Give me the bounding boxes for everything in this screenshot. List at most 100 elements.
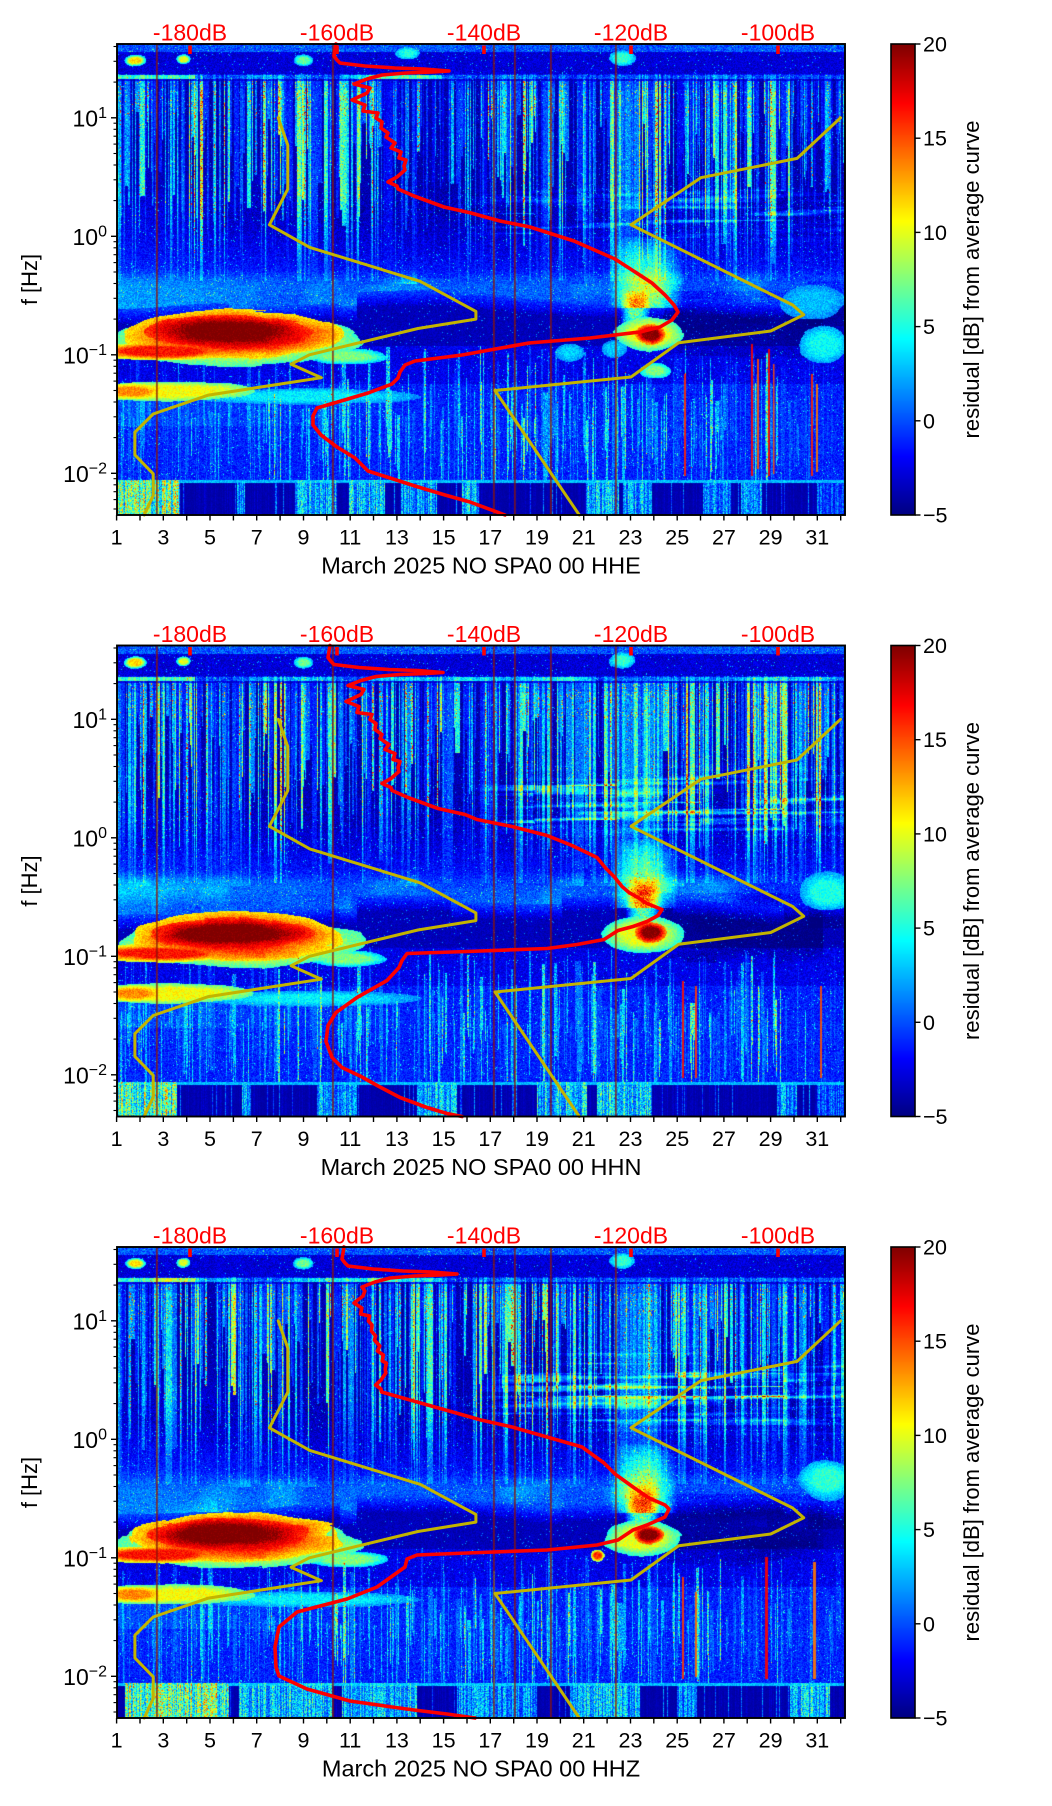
svg-text:f [Hz]: f [Hz] [17,254,42,305]
svg-text:0: 0 [923,409,935,433]
svg-text:29: 29 [759,526,783,550]
svg-text:1: 1 [111,1127,123,1151]
svg-text:0: 0 [923,1011,935,1035]
svg-text:31: 31 [805,1127,829,1151]
svg-text:100: 100 [73,1426,108,1453]
svg-text:-140dB: -140dB [447,1223,521,1249]
svg-text:100: 100 [73,223,108,250]
svg-text:March 2025 NO SPA0 00 HHE: March 2025 NO SPA0 00 HHE [321,553,641,579]
svg-text:10−2: 10−2 [63,1062,107,1089]
svg-text:101: 101 [73,1308,108,1335]
svg-text:f [Hz]: f [Hz] [17,1457,42,1508]
svg-text:-120dB: -120dB [594,621,668,647]
svg-text:21: 21 [572,526,596,550]
svg-text:15: 15 [923,728,947,752]
svg-text:23: 23 [619,1729,643,1753]
svg-text:19: 19 [525,1127,549,1151]
svg-text:7: 7 [251,1127,263,1151]
svg-text:-180dB: -180dB [153,1223,227,1249]
svg-text:23: 23 [619,526,643,550]
svg-text:0: 0 [923,1612,935,1636]
svg-text:100: 100 [73,825,108,852]
svg-text:10−1: 10−1 [63,943,107,970]
svg-text:−5: −5 [923,1707,948,1731]
svg-text:March 2025 NO SPA0 00 HHN: March 2025 NO SPA0 00 HHN [321,1154,642,1180]
svg-text:17: 17 [478,1127,502,1151]
svg-text:-160dB: -160dB [300,1223,374,1249]
svg-text:25: 25 [665,526,689,550]
svg-text:19: 19 [525,1729,549,1753]
svg-text:27: 27 [712,1729,736,1753]
svg-text:13: 13 [385,1127,409,1151]
svg-text:5: 5 [204,1127,216,1151]
svg-text:residual [dB] from average cur: residual [dB] from average curve [959,121,984,439]
svg-text:25: 25 [665,1729,689,1753]
svg-text:20: 20 [923,33,947,57]
svg-text:9: 9 [298,526,310,550]
svg-text:27: 27 [712,526,736,550]
svg-text:10−1: 10−1 [63,342,107,369]
svg-text:f [Hz]: f [Hz] [17,855,42,906]
svg-text:31: 31 [805,526,829,550]
svg-text:residual [dB] from average cur: residual [dB] from average curve [959,722,984,1040]
svg-text:7: 7 [251,1729,263,1753]
svg-text:5: 5 [923,917,935,941]
svg-text:10−2: 10−2 [63,460,107,487]
svg-text:29: 29 [759,1729,783,1753]
svg-text:15: 15 [432,1729,456,1753]
svg-text:1: 1 [111,1729,123,1753]
svg-text:29: 29 [759,1127,783,1151]
svg-text:−5: −5 [923,1105,948,1129]
svg-text:17: 17 [478,1729,502,1753]
svg-text:3: 3 [157,1127,169,1151]
svg-text:15: 15 [923,127,947,151]
svg-text:101: 101 [73,105,108,132]
svg-text:31: 31 [805,1729,829,1753]
svg-text:-180dB: -180dB [153,20,227,46]
svg-text:3: 3 [157,1729,169,1753]
svg-text:-100dB: -100dB [741,621,815,647]
svg-text:21: 21 [572,1127,596,1151]
svg-text:15: 15 [923,1330,947,1354]
svg-text:10−1: 10−1 [63,1545,107,1572]
svg-text:11: 11 [339,1127,361,1151]
svg-text:-180dB: -180dB [153,621,227,647]
svg-text:-140dB: -140dB [447,621,521,647]
svg-text:20: 20 [923,1236,947,1260]
svg-text:-160dB: -160dB [300,20,374,46]
svg-text:19: 19 [525,526,549,550]
svg-text:10: 10 [923,1424,947,1448]
svg-text:25: 25 [665,1127,689,1151]
svg-text:23: 23 [619,1127,643,1151]
svg-text:15: 15 [432,526,456,550]
svg-text:3: 3 [157,526,169,550]
svg-text:-120dB: -120dB [594,20,668,46]
svg-text:10−2: 10−2 [63,1663,107,1690]
svg-text:101: 101 [73,706,108,733]
svg-text:−5: −5 [923,504,948,528]
svg-text:5: 5 [923,1518,935,1542]
svg-text:5: 5 [923,315,935,339]
svg-text:9: 9 [298,1729,310,1753]
svg-text:11: 11 [339,526,361,550]
svg-text:-100dB: -100dB [741,20,815,46]
svg-text:27: 27 [712,1127,736,1151]
svg-text:5: 5 [204,526,216,550]
svg-text:9: 9 [298,1127,310,1151]
svg-text:-120dB: -120dB [594,1223,668,1249]
svg-text:21: 21 [572,1729,596,1753]
svg-text:residual [dB] from average cur: residual [dB] from average curve [959,1324,984,1642]
svg-text:11: 11 [339,1729,361,1753]
svg-text:10: 10 [923,221,947,245]
svg-text:13: 13 [385,1729,409,1753]
svg-text:17: 17 [478,526,502,550]
svg-text:1: 1 [111,526,123,550]
svg-text:-140dB: -140dB [447,20,521,46]
svg-text:5: 5 [204,1729,216,1753]
svg-text:15: 15 [432,1127,456,1151]
svg-text:-100dB: -100dB [741,1223,815,1249]
svg-text:-160dB: -160dB [300,621,374,647]
svg-text:20: 20 [923,634,947,658]
svg-text:10: 10 [923,822,947,846]
svg-text:7: 7 [251,526,263,550]
